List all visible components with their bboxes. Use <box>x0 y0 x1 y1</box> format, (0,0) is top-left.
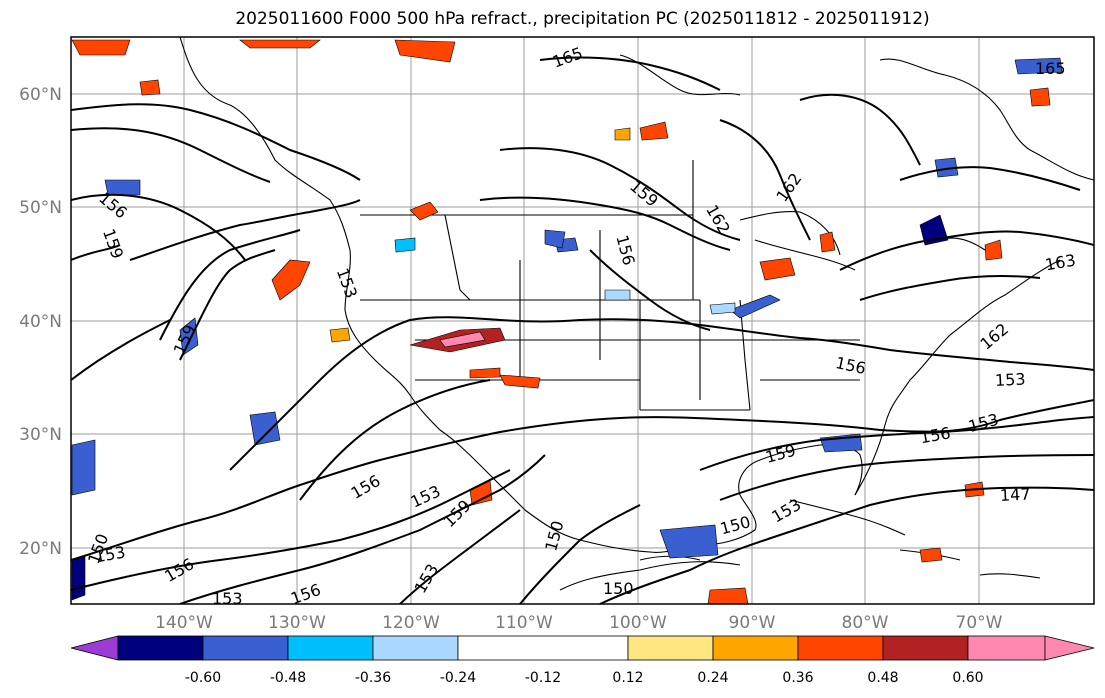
precip-patch <box>469 367 501 379</box>
precip-patch <box>249 411 281 446</box>
colorbar <box>70 635 1095 661</box>
contour-label: 150 <box>603 579 634 598</box>
colorbar-tick: 0.60 <box>952 670 983 686</box>
lat-labels: 60°N 50°N 40°N 30°N 20°N <box>19 85 62 559</box>
contour-label: 165 <box>1035 59 1066 78</box>
contour-label: 153 <box>995 369 1026 390</box>
precip-patch <box>104 179 141 196</box>
contour-label: 147 <box>999 484 1030 505</box>
lat-label-40n: 40°N <box>19 312 62 332</box>
colorbar-cell-under <box>70 635 119 661</box>
lon-label-140w: 140°W <box>155 613 213 633</box>
precip-patch <box>709 302 736 315</box>
lat-label-50n: 50°N <box>19 198 62 218</box>
colorbar-tick: -0.60 <box>185 670 221 686</box>
colorbar-cell <box>882 635 969 661</box>
lon-label-110w: 110°W <box>495 613 553 633</box>
lon-label-70w: 70°W <box>956 613 1003 633</box>
precip-patch <box>439 331 486 348</box>
precip-patch <box>984 239 1003 261</box>
precip-patch <box>239 39 321 49</box>
colorbar-tick: -0.24 <box>440 670 476 686</box>
precip-patch <box>71 439 96 496</box>
precip-patch <box>819 231 836 253</box>
colorbar-ticks: -0.60 -0.48 -0.36 -0.24 -0.12 0.12 0.24 … <box>185 670 984 686</box>
colorbar-cell <box>287 635 374 661</box>
colorbar-tick: -0.36 <box>355 670 391 686</box>
lon-labels: 140°W 130°W 120°W 110°W 100°W 90°W 80°W … <box>155 613 1003 633</box>
precip-patch <box>759 257 796 281</box>
precip-patch <box>639 121 669 141</box>
lat-label-20n: 20°N <box>19 539 62 559</box>
precip-patch <box>544 229 566 249</box>
colorbar-cell <box>202 635 289 661</box>
gridlines <box>71 37 1094 604</box>
plot-area: 165 162 159 156 159 153 159 156 162 156 … <box>70 36 1095 608</box>
colorbar-tick: 0.36 <box>782 670 813 686</box>
precip-patch <box>604 289 631 301</box>
precip-patch <box>1014 57 1063 75</box>
precip-patch <box>394 39 456 63</box>
colorbar-tick: 0.12 <box>612 670 643 686</box>
contours <box>71 56 1094 604</box>
precip-patch <box>271 259 311 301</box>
precip-patch <box>919 547 943 563</box>
lon-label-120w: 120°W <box>382 613 440 633</box>
precip-patches <box>71 39 1063 604</box>
colorbar-cell <box>967 635 1046 661</box>
lat-label-60n: 60°N <box>19 85 62 105</box>
map-title: 2025011600 F000 500 hPa refract., precip… <box>235 9 930 29</box>
precip-patch <box>729 294 781 319</box>
colorbar-cell <box>627 635 714 661</box>
precip-patch <box>71 554 86 601</box>
plot-frame <box>70 36 1095 605</box>
colorbar-tick: 0.24 <box>697 670 728 686</box>
precip-patch <box>139 79 161 96</box>
lat-label-30n: 30°N <box>19 425 62 445</box>
precip-patch <box>409 201 439 221</box>
lon-label-90w: 90°W <box>729 613 776 633</box>
colorbar-cell <box>372 635 459 661</box>
colorbar-cell <box>457 635 629 661</box>
colorbar-cell <box>797 635 884 661</box>
colorbar-tick: -0.48 <box>270 670 306 686</box>
lon-label-100w: 100°W <box>609 613 667 633</box>
precip-patch <box>499 374 541 389</box>
precip-patch <box>1029 87 1051 107</box>
precip-patch <box>394 237 416 253</box>
lon-label-130w: 130°W <box>268 613 326 633</box>
colorbar-tick: -0.12 <box>525 670 561 686</box>
colorbar-cell <box>712 635 799 661</box>
precip-patch <box>614 127 631 141</box>
precip-patch <box>71 39 131 56</box>
precip-patch <box>707 587 749 604</box>
colorbar-tick: 0.48 <box>867 670 898 686</box>
contour-label: 153 <box>212 589 243 608</box>
colorbar-cell <box>117 635 204 661</box>
precip-patch <box>179 317 199 356</box>
lon-label-80w: 80°W <box>842 613 889 633</box>
colorbar-cell-over <box>1044 635 1095 661</box>
precip-patch <box>659 524 719 559</box>
precip-patch <box>329 327 351 343</box>
